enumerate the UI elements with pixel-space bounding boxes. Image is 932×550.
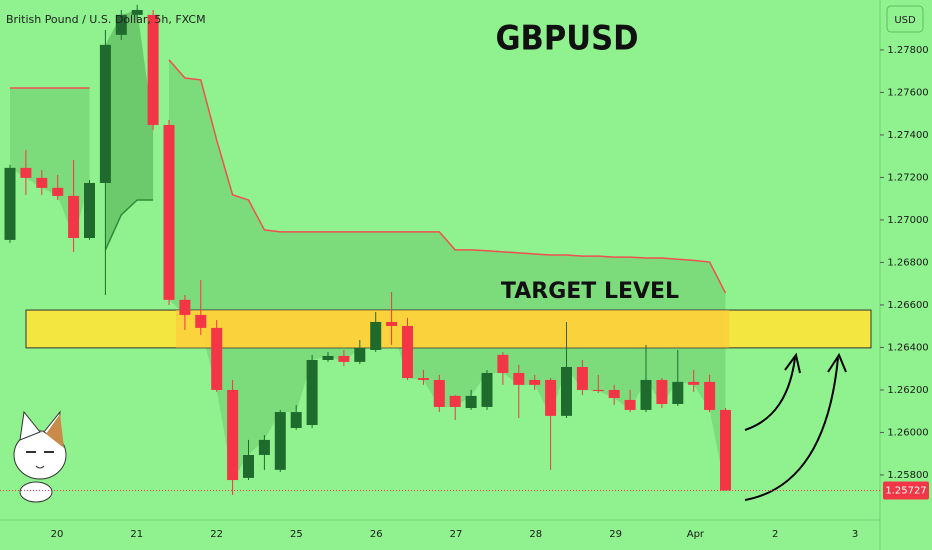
y-tick-label: 1.27200 [887,172,928,183]
y-tick-label: 1.27800 [887,45,928,56]
arrow-head [784,352,801,374]
y-tick-label: 1.27600 [887,87,928,98]
candle-body [290,412,302,428]
candle-body [179,299,191,315]
candle-body [449,395,461,407]
candle-body [338,355,350,362]
candle-body [322,355,334,360]
candle-body [211,327,223,390]
y-tick-label: 1.26000 [887,427,928,438]
candle-body [465,395,477,409]
target-zone-overlay [176,310,729,348]
candle-body [354,347,366,362]
trend-line [10,59,727,294]
x-tick-label: 22 [210,529,223,540]
candle-body [576,366,588,390]
candle-body [274,412,286,470]
trend-fill [105,9,154,250]
candle-body [195,314,207,328]
candle-body [672,381,684,404]
candle-body [497,354,509,373]
chart-title: GBPUSD [495,19,638,59]
candle-body [561,366,572,416]
candle-body [227,389,239,481]
symbol-header: British Pound / U.S. Dollar, 5h, FXCM [6,13,206,26]
y-tick-label: 1.26200 [887,385,928,396]
arrow-head [827,352,847,373]
candle-body [624,399,636,410]
x-tick-label: 27 [450,529,463,540]
candle-body [258,439,270,455]
candle-body [306,359,318,426]
candle-body [147,14,159,125]
x-tick-label: 25 [290,529,303,540]
candle-body [513,372,525,385]
candle-body [481,372,493,407]
candle-body [402,325,413,379]
candle-body [608,389,620,399]
candle-body [20,167,32,178]
candle-body [688,381,700,385]
last-price-label: 1.25727 [885,485,926,496]
candle-body [99,44,111,183]
x-tick-label: 29 [609,529,622,540]
candle-body [131,9,143,15]
last-price-box [883,481,929,500]
candle-body [417,378,429,380]
y-tick-label: 1.26600 [887,300,928,311]
candle-body [370,321,382,350]
mascot [13,410,67,503]
x-tick-label: 20 [51,529,64,540]
x-tick-label: 26 [370,529,383,540]
candle-body [656,379,668,404]
annotation: TARGET LEVEL [501,279,679,304]
candle-body [68,195,80,239]
y-tick-label: 1.26400 [887,342,928,353]
plot [4,4,872,495]
y-tick-label: 1.26800 [887,257,928,268]
y-tick-label: 1.25800 [887,470,928,481]
x-tick-label: Apr [687,529,705,540]
candle-body [640,379,652,410]
candle-body [36,177,48,188]
x-tick-label: 2 [772,529,778,540]
candle-body [386,321,398,326]
currency-box [886,5,924,33]
arrow [744,357,796,431]
x-tick-label: 21 [130,529,143,540]
candle-body [529,379,541,385]
candle-body [115,14,127,35]
candle-body [84,182,95,239]
candle-body [433,379,445,407]
candle-body [52,187,64,196]
currency: USD [894,15,916,26]
candle-body [4,167,16,240]
trend-line [104,199,154,251]
y-tick-label: 1.27000 [887,215,928,226]
candle-body [592,389,604,392]
x-tick-label: 3 [852,529,858,540]
candle-body [243,454,254,478]
candle-body [720,409,731,491]
x-tick-label: 28 [529,529,542,540]
candle-body [163,124,175,300]
y-tick-label: 1.27400 [887,130,928,141]
arrow [744,357,839,501]
candle-body [545,379,557,416]
candle-body [704,381,716,410]
